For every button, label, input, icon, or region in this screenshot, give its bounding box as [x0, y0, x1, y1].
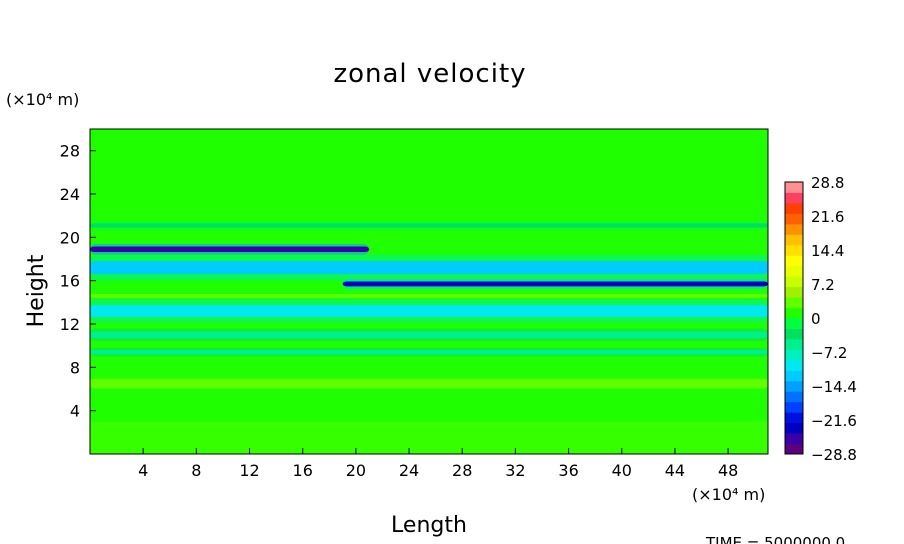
y-tick-labels: 4 8 12 16 20 24 28	[60, 142, 96, 421]
y-axis-unit: (×10⁴ m)	[6, 90, 79, 109]
colorbar-tick-label: 28.8	[811, 174, 844, 192]
colorbar-level	[785, 391, 803, 403]
velocity-band	[342, 279, 768, 289]
velocity-band	[90, 347, 768, 357]
colorbar-tick-label: −28.8	[811, 446, 857, 464]
plot-area	[90, 129, 768, 454]
colorbar-tick-label: 21.6	[811, 208, 844, 226]
colorbar-level	[785, 307, 803, 319]
colorbar-level	[785, 380, 803, 392]
velocity-band	[90, 396, 768, 414]
velocity-band	[90, 328, 768, 342]
velocity-band	[90, 254, 768, 281]
colorbar-level	[785, 286, 803, 298]
colorbar-tick-label: −14.4	[811, 378, 857, 396]
y-tick-label: 4	[70, 402, 80, 421]
x-tick-label: 16	[293, 461, 313, 480]
colorbar-level	[785, 370, 803, 382]
plot-frame	[89, 128, 769, 455]
x-tick-label: 4	[138, 461, 148, 480]
colorbar-level	[785, 182, 803, 193]
x-tick-label: 36	[558, 461, 578, 480]
velocity-band	[90, 373, 768, 394]
colorbar-tick-label: 14.4	[811, 242, 844, 260]
x-tick-label: 40	[612, 461, 632, 480]
x-axis-unit: (×10⁴ m)	[692, 485, 765, 504]
colorbar-level	[785, 276, 803, 288]
colorbar-level	[785, 297, 803, 309]
time-stamp: TIME = 5000000.0	[705, 534, 845, 544]
colorbar	[784, 181, 804, 455]
colorbar-tick-label: −7.2	[811, 344, 847, 362]
x-tick-label: 44	[665, 461, 685, 480]
y-tick-label: 20	[60, 228, 80, 247]
x-axis-label: Length	[391, 513, 467, 538]
colorbar-level	[785, 265, 803, 277]
x-tick-label: 28	[452, 461, 472, 480]
colorbar-level	[785, 328, 803, 340]
colorbar-level	[785, 202, 803, 214]
colorbar-tick-label: −21.6	[811, 412, 857, 430]
field-lower-region	[90, 421, 768, 454]
y-axis-label: Height	[24, 254, 49, 327]
x-tick-label: 32	[505, 461, 525, 480]
colorbar-level	[785, 255, 803, 267]
colorbar-level	[785, 349, 803, 361]
colorbar-level	[785, 234, 803, 246]
colorbar-tick-label: 0	[811, 310, 821, 328]
y-tick-label: 16	[60, 272, 80, 291]
colorbar-level	[785, 318, 803, 329]
velocity-band	[90, 221, 768, 230]
chart-title: zonal velocity	[333, 59, 526, 89]
colorbar-level	[785, 359, 803, 371]
colorbar-level	[785, 401, 803, 413]
colorbar-level	[785, 244, 803, 256]
colorbar-tick-labels: 28.8 21.6 14.4 7.2 0 −7.2 −14.4 −21.6 −28.8	[811, 174, 857, 464]
x-tick-label: 20	[346, 461, 366, 480]
y-tick-label: 12	[60, 315, 80, 334]
x-tick-label: 8	[191, 461, 201, 480]
colorbar-level	[785, 422, 803, 434]
colorbar-level	[785, 192, 803, 204]
colorbar-frame	[784, 181, 804, 455]
velocity-band	[90, 243, 370, 255]
x-tick-label: 12	[239, 461, 259, 480]
y-tick-label: 8	[70, 358, 80, 377]
colorbar-level	[785, 338, 803, 350]
velocity-band	[90, 292, 768, 300]
x-tick-labels: 4 8 12 16 20 24 28 32 36 40 44 48	[138, 448, 738, 480]
colorbar-level	[785, 433, 803, 445]
y-tick-label: 24	[60, 185, 80, 204]
colorbar-level	[785, 213, 803, 225]
colorbar-tick-label: 7.2	[811, 276, 835, 294]
colorbar-level	[785, 443, 803, 455]
y-tick-label: 28	[60, 142, 80, 161]
x-tick-label: 48	[718, 461, 738, 480]
velocity-band	[90, 299, 768, 323]
colorbar-level	[785, 223, 803, 235]
x-tick-label: 24	[399, 461, 419, 480]
colorbar-level	[785, 412, 803, 424]
